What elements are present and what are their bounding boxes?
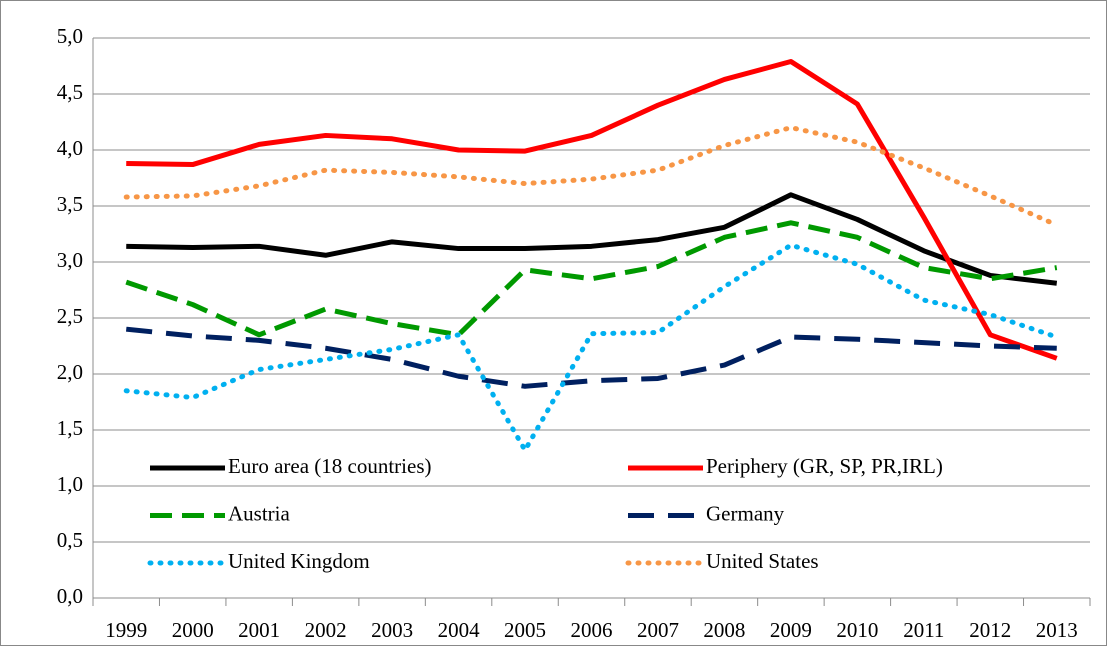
- legend-label: Germany: [706, 501, 785, 525]
- x-tick-label: 2002: [305, 618, 347, 642]
- y-tick-label: 0,5: [57, 528, 83, 552]
- x-tick-label: 2010: [836, 618, 878, 642]
- line-series: [125, 220, 1058, 338]
- x-tick-label: 2008: [703, 618, 745, 642]
- y-tick-label: 2,5: [57, 304, 83, 328]
- x-tick-label: 2012: [969, 618, 1011, 642]
- x-tick-label: 2003: [371, 618, 413, 642]
- y-tick-label: 3,0: [57, 248, 83, 272]
- line-series: [126, 59, 1058, 361]
- x-tick-label: 2013: [1036, 618, 1078, 642]
- y-tick-label: 1,5: [57, 416, 83, 440]
- legend-label: Austria: [228, 501, 291, 525]
- y-tick-label: 5,0: [57, 24, 83, 48]
- x-tick-label: 2000: [172, 618, 214, 642]
- legend-label: Euro area (18 countries): [228, 454, 432, 478]
- y-tick-label: 2,0: [57, 360, 83, 384]
- line-series: [123, 125, 1060, 228]
- y-tick-label: 4,5: [57, 80, 83, 104]
- x-tick-label: 2004: [438, 618, 481, 642]
- line-series: [126, 192, 1058, 286]
- y-tick-label: 4,0: [57, 136, 83, 160]
- y-tick-label: 3,5: [57, 192, 83, 216]
- x-tick-label: 1999: [105, 618, 147, 642]
- x-tick-label: 2001: [238, 618, 280, 642]
- legend-label: United Kingdom: [228, 549, 370, 573]
- x-tick-label: 2009: [770, 618, 812, 642]
- x-tick-label: 2007: [637, 618, 679, 642]
- x-tick-label: 2005: [504, 618, 546, 642]
- y-tick-label: 0,0: [57, 584, 83, 608]
- legend-label: Periphery (GR, SP, PR,IRL): [706, 454, 943, 478]
- y-tick-label: 1,0: [57, 472, 83, 496]
- x-tick-label: 2006: [571, 618, 613, 642]
- legend-label: United States: [706, 549, 819, 573]
- line-series: [123, 242, 1060, 453]
- x-tick-label: 2011: [903, 618, 944, 642]
